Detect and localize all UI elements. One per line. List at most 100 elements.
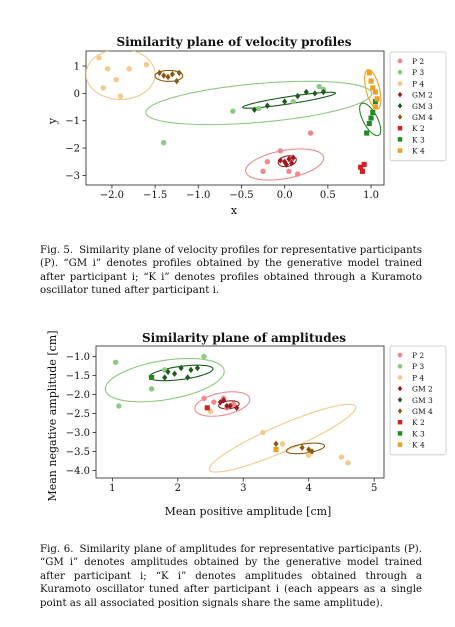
point-gm3 bbox=[264, 102, 270, 109]
point-p3 bbox=[230, 108, 236, 114]
point-p2 bbox=[277, 148, 284, 154]
legend-item: GM 2 bbox=[397, 385, 433, 394]
legend-marker bbox=[397, 363, 403, 369]
point-gm2 bbox=[224, 402, 230, 410]
legend-label: GM 2 bbox=[412, 385, 433, 394]
legend-marker bbox=[397, 137, 403, 142]
legend-marker bbox=[397, 385, 403, 392]
legend-label: K 4 bbox=[412, 441, 425, 450]
point-k2 bbox=[361, 161, 367, 168]
point-k3 bbox=[368, 115, 374, 121]
chart-legend: P 2 P 3 P 4 GM 2 GM 3 GM 4 K 2 K 3 K 4 bbox=[389, 345, 447, 456]
point-p4 bbox=[126, 66, 132, 72]
legend-label: P 4 bbox=[412, 79, 424, 88]
chart-title: Similarity plane of velocity profiles bbox=[116, 35, 351, 49]
legend-marker bbox=[397, 431, 403, 436]
x-tick-label: −1.0 bbox=[186, 190, 210, 201]
x-tick-label: −1.5 bbox=[143, 190, 167, 201]
point-k4 bbox=[374, 96, 380, 102]
legend-item: GM 4 bbox=[397, 113, 433, 122]
point-gm2 bbox=[227, 402, 233, 410]
legend-marker bbox=[397, 91, 403, 98]
ellipse-k3 bbox=[359, 102, 382, 137]
point-p4 bbox=[113, 76, 119, 83]
point-p2 bbox=[286, 168, 292, 175]
legend-label: P 2 bbox=[412, 57, 424, 66]
plot-area bbox=[86, 51, 382, 181]
point-gm2 bbox=[217, 398, 223, 406]
point-k2 bbox=[359, 168, 365, 174]
point-p2 bbox=[201, 395, 207, 402]
y-tick-label: −1 bbox=[65, 116, 80, 127]
point-p4 bbox=[279, 441, 286, 447]
legend-label: GM 4 bbox=[412, 407, 433, 416]
point-p3 bbox=[148, 386, 155, 392]
point-gm4 bbox=[165, 73, 171, 81]
point-gm3 bbox=[295, 92, 301, 100]
point-gm4 bbox=[299, 444, 305, 451]
legend-item: GM 3 bbox=[397, 102, 433, 111]
legend-marker bbox=[397, 352, 403, 358]
y-tick-label: −2.0 bbox=[66, 390, 90, 401]
y-tick-label: 1 bbox=[74, 62, 80, 73]
point-p3 bbox=[256, 105, 262, 112]
chart-marks: −2.0 −1.5 −1.0 −0.5 0.0 0.5 1.0 1 0 −1 −2 −3 bbox=[65, 50, 385, 201]
point-k3 bbox=[149, 374, 155, 381]
point-k2 bbox=[358, 164, 364, 170]
point-p2 bbox=[211, 399, 217, 405]
point-gm4 bbox=[176, 69, 182, 77]
legend-marker bbox=[397, 408, 403, 414]
legend-marker bbox=[397, 442, 403, 447]
point-gm4 bbox=[161, 72, 167, 79]
point-gm3 bbox=[165, 368, 171, 375]
legend-item: K 2 bbox=[397, 124, 425, 133]
point-gm3 bbox=[188, 366, 194, 374]
legend-label: P 2 bbox=[412, 351, 424, 360]
x-tick-label: −0.5 bbox=[229, 190, 253, 201]
point-k3 bbox=[366, 120, 372, 127]
point-k4 bbox=[366, 70, 372, 76]
point-p4 bbox=[117, 93, 124, 99]
legend-label: P 3 bbox=[412, 68, 424, 77]
point-gm3 bbox=[185, 374, 191, 381]
point-k4 bbox=[273, 446, 279, 453]
legend-label: GM 4 bbox=[412, 113, 433, 122]
plot-frame bbox=[85, 50, 385, 186]
point-k3 bbox=[372, 99, 378, 105]
point-k4 bbox=[370, 85, 376, 91]
point-k4 bbox=[372, 104, 378, 110]
y-axis-label: Mean negative amplitude [cm] bbox=[46, 330, 59, 501]
point-gm3 bbox=[251, 106, 257, 113]
legend-label: GM 2 bbox=[412, 91, 433, 100]
point-gm3 bbox=[282, 98, 288, 105]
y-tick-label: −2 bbox=[65, 144, 80, 155]
y-tick-label: −1.5 bbox=[66, 371, 90, 382]
legend-label: K 2 bbox=[412, 418, 425, 427]
legend-item: GM 2 bbox=[397, 91, 433, 100]
point-gm3 bbox=[178, 364, 184, 372]
y-tick-label: −3.0 bbox=[66, 428, 90, 439]
point-p2 bbox=[307, 130, 314, 136]
point-gm2 bbox=[286, 155, 292, 163]
amplitude-similarity-chart: 1 2 3 4 5 −1.0 −1.5 −2.0 −2.5 −3.0 −3.5 −4.0 Simila… bbox=[46, 330, 447, 518]
point-gm2 bbox=[234, 404, 240, 412]
point-gm3 bbox=[303, 88, 309, 96]
x-axis-label: Mean positive amplitude [cm] bbox=[165, 505, 332, 518]
point-p4 bbox=[100, 85, 106, 91]
ellipse-p3 bbox=[145, 80, 373, 126]
legend-marker bbox=[397, 125, 403, 131]
point-gm3 bbox=[312, 90, 318, 97]
point-gm4 bbox=[169, 71, 175, 78]
point-gm2 bbox=[221, 397, 227, 404]
point-gm2 bbox=[289, 159, 295, 167]
point-p4 bbox=[345, 460, 351, 466]
x-tick-label: 1 bbox=[109, 483, 115, 494]
x-tick-label: 0.0 bbox=[277, 190, 293, 201]
point-k3 bbox=[364, 130, 370, 136]
legend-marker bbox=[397, 103, 403, 109]
legend-item: K 4 bbox=[397, 441, 425, 450]
point-p4 bbox=[143, 61, 150, 68]
x-tick-label: 0.5 bbox=[320, 190, 336, 201]
point-p3 bbox=[316, 83, 322, 90]
legend-label: P 4 bbox=[412, 373, 424, 382]
